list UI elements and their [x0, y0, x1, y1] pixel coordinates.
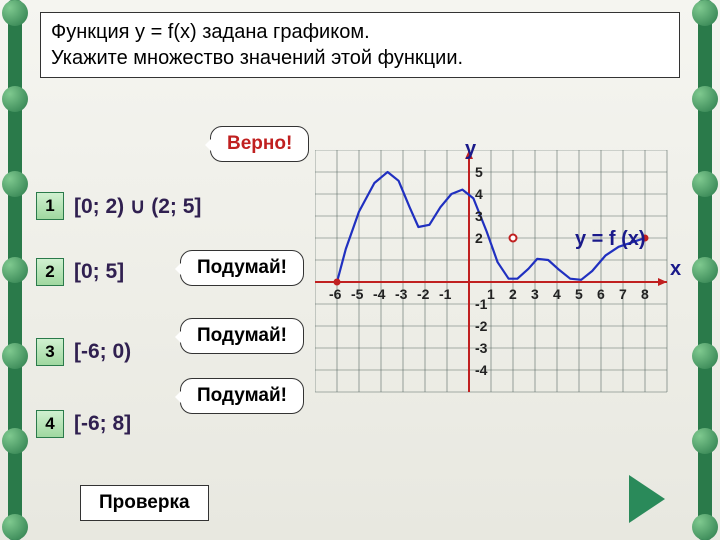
- tick-label: -2: [475, 318, 487, 334]
- feedback-wrong-4: Подумай!: [180, 378, 304, 414]
- slide: Функция y = f(x) задана графиком. Укажит…: [0, 0, 720, 540]
- option-button-1[interactable]: 1: [36, 192, 64, 220]
- tick-label: 4: [553, 286, 561, 302]
- question-line2: Укажите множество значений этой функции.: [51, 45, 669, 71]
- option-text-1: [0; 2) ∪ (2; 5]: [74, 194, 201, 219]
- answer-row-4: 4 [-6; 8]: [36, 410, 131, 438]
- tick-label: -2: [417, 286, 429, 302]
- feedback-wrong-3: Подумай!: [180, 318, 304, 354]
- tick-label: 3: [475, 208, 483, 224]
- tick-label: 2: [475, 230, 483, 246]
- tick-label: 6: [597, 286, 605, 302]
- question-box: Функция y = f(x) задана графиком. Укажит…: [40, 12, 680, 78]
- answer-row-3: 3 [-6; 0): [36, 338, 131, 366]
- option-text-2: [0; 5]: [74, 260, 124, 284]
- y-axis-label: y: [465, 138, 476, 161]
- option-button-4[interactable]: 4: [36, 410, 64, 438]
- tick-label: -5: [351, 286, 363, 302]
- question-line1: Функция y = f(x) задана графиком.: [51, 19, 669, 45]
- function-label: y = f (x): [575, 228, 646, 251]
- x-axis-label: x: [670, 258, 681, 281]
- tick-label: 8: [641, 286, 649, 302]
- ornament-right: [690, 0, 720, 540]
- tick-label: -3: [395, 286, 407, 302]
- tick-label: 5: [475, 164, 483, 180]
- chart: y x y = f (x) -6-5-4-3-2-1123456785432-1…: [315, 150, 685, 420]
- option-button-3[interactable]: 3: [36, 338, 64, 366]
- tick-label: -6: [329, 286, 341, 302]
- answer-row-1: 1 [0; 2) ∪ (2; 5]: [36, 192, 201, 220]
- tick-label: -4: [475, 362, 487, 378]
- tick-label: -1: [475, 296, 487, 312]
- answer-row-2: 2 [0; 5]: [36, 258, 124, 286]
- tick-label: -4: [373, 286, 385, 302]
- tick-label: -1: [439, 286, 451, 302]
- tick-label: 1: [487, 286, 495, 302]
- option-button-2[interactable]: 2: [36, 258, 64, 286]
- next-arrow-icon[interactable]: [629, 475, 665, 523]
- option-text-3: [-6; 0): [74, 340, 131, 364]
- tick-label: -3: [475, 340, 487, 356]
- feedback-correct: Верно!: [210, 126, 309, 162]
- tick-label: 4: [475, 186, 483, 202]
- feedback-wrong-2: Подумай!: [180, 250, 304, 286]
- check-button[interactable]: Проверка: [80, 485, 209, 521]
- tick-label: 3: [531, 286, 539, 302]
- tick-label: 2: [509, 286, 517, 302]
- option-text-4: [-6; 8]: [74, 412, 131, 436]
- tick-label: 5: [575, 286, 583, 302]
- ornament-left: [0, 0, 30, 540]
- tick-label: 7: [619, 286, 627, 302]
